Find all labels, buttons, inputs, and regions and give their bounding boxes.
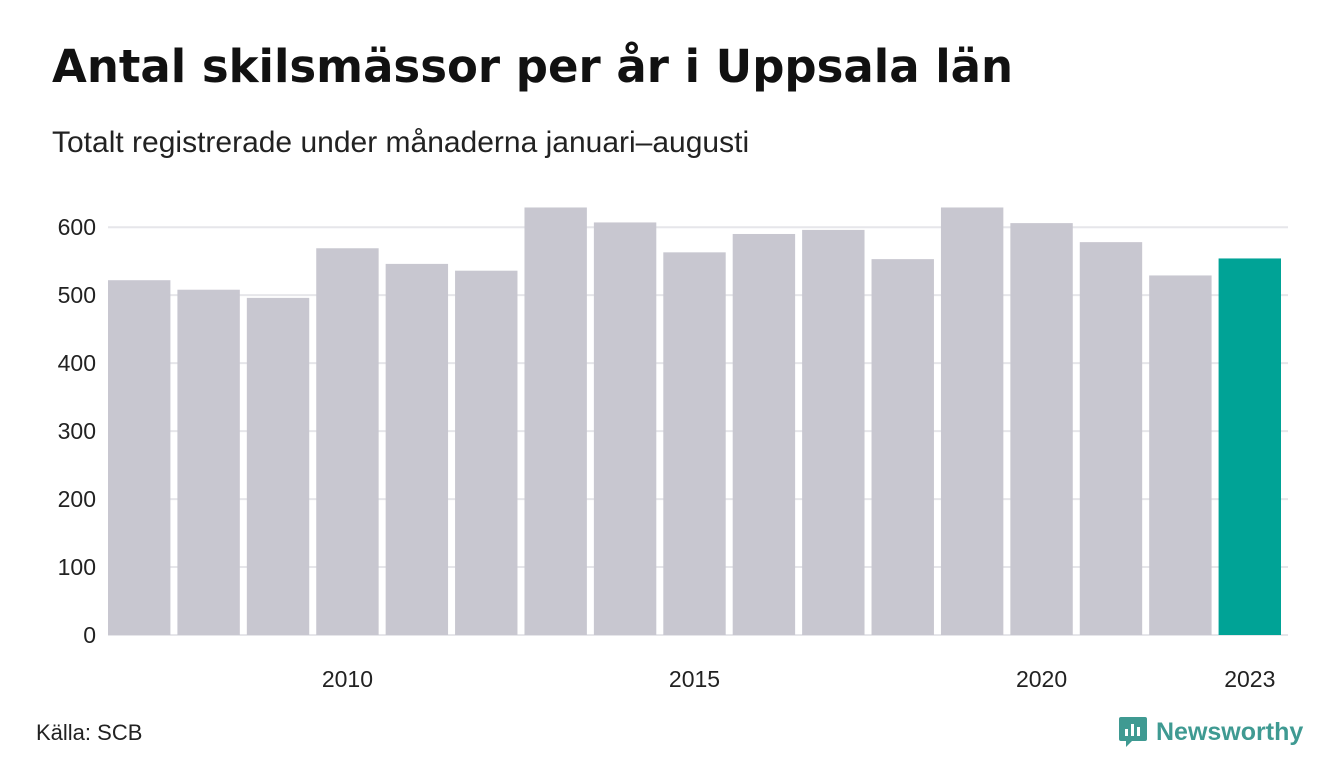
bar-2009 bbox=[246, 297, 310, 635]
y-tick-label: 0 bbox=[83, 622, 96, 648]
bar-2021 bbox=[1079, 242, 1143, 635]
bar-2007 bbox=[108, 280, 171, 635]
bar-2022 bbox=[1149, 275, 1212, 635]
chart-subtitle: Totalt registrerade under månaderna janu… bbox=[52, 126, 750, 159]
bar-2012 bbox=[455, 270, 518, 635]
bar-2017 bbox=[802, 229, 865, 635]
bar-2019 bbox=[940, 207, 1004, 635]
chart-title: Antal skilsmässor per år i Uppsala län bbox=[52, 40, 1014, 93]
x-tick-label: 2015 bbox=[669, 666, 720, 692]
y-tick-label: 300 bbox=[58, 418, 96, 444]
bar-2011 bbox=[385, 263, 449, 635]
bar-2016 bbox=[732, 233, 796, 635]
x-tick-label: 2010 bbox=[322, 666, 373, 692]
bar-2023 bbox=[1218, 258, 1281, 635]
y-tick-label: 400 bbox=[58, 350, 96, 376]
bar-2013 bbox=[524, 207, 587, 635]
source-note: Källa: SCB bbox=[36, 720, 143, 745]
bar-2020 bbox=[1010, 223, 1073, 635]
x-tick-label: 2020 bbox=[1016, 666, 1067, 692]
y-tick-label: 500 bbox=[58, 282, 96, 308]
brand-logo: Newsworthy bbox=[1118, 712, 1303, 752]
y-axis-ticks: 0 100 200 300 400 500 600 bbox=[58, 214, 96, 648]
y-tick-label: 200 bbox=[58, 486, 96, 512]
bar-2014 bbox=[593, 222, 657, 635]
y-tick-label: 600 bbox=[58, 214, 96, 240]
x-axis-ticks: 2010 2015 2020 2023 bbox=[322, 666, 1276, 692]
y-tick-label: 100 bbox=[58, 554, 96, 580]
x-tick-label: 2023 bbox=[1224, 666, 1275, 692]
bar-2010 bbox=[316, 248, 379, 635]
bars bbox=[108, 207, 1281, 635]
bar-2008 bbox=[177, 289, 240, 635]
bar-2015 bbox=[663, 252, 726, 635]
bar-2018 bbox=[871, 259, 934, 635]
brand-name: Newsworthy bbox=[1156, 717, 1304, 746]
newsworthy-logo-icon bbox=[1119, 717, 1147, 747]
